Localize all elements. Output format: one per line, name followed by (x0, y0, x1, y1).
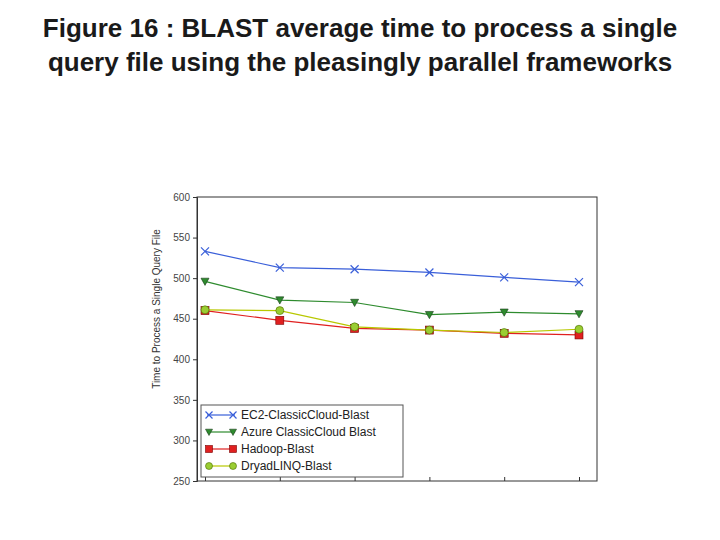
legend-label: EC2-ClassicCloud-Blast (241, 408, 370, 422)
legend-marker (206, 429, 213, 435)
data-point (201, 247, 209, 255)
legend-entry: DryadLINQ-Blast (206, 459, 333, 473)
y-tick: 400 (173, 354, 197, 365)
legend-marker (230, 429, 237, 435)
y-tick: 300 (173, 435, 197, 446)
x-tick (579, 477, 580, 481)
data-point (425, 311, 433, 318)
legend-label: Azure ClassicCloud Blast (241, 425, 376, 439)
y-axis-line (193, 198, 198, 482)
data-point (500, 309, 508, 316)
title: Figure 16 : BLAST average time to proces… (43, 13, 677, 77)
legend-entry: EC2-ClassicCloud-Blast (206, 408, 370, 422)
y-tick-mark (193, 359, 197, 360)
y-tick-mark (193, 481, 197, 482)
legend-marker (206, 446, 213, 453)
y-axis: 250 300 350 400 450 500 550 600 (173, 192, 197, 487)
y-tick-mark (193, 400, 197, 401)
x-tick (429, 477, 430, 481)
y-tick-label: 400 (173, 354, 190, 365)
legend-label: Hadoop-Blast (241, 442, 314, 456)
y-tick-mark (193, 278, 197, 279)
legend-marker (230, 412, 237, 419)
data-point (201, 278, 209, 285)
data-point (276, 316, 284, 324)
plot-marks (201, 247, 583, 339)
data-point (575, 325, 583, 333)
legend-label: DryadLINQ-Blast (241, 459, 332, 473)
data-point (276, 264, 284, 272)
x-tick-mark (205, 477, 206, 481)
y-tick-label: 600 (173, 192, 190, 203)
x-tick (280, 477, 281, 481)
legend-entry: Azure ClassicCloud Blast (206, 425, 377, 439)
plot-frame (197, 197, 597, 481)
data-point (201, 306, 209, 314)
x-tick-mark (504, 477, 505, 481)
title-line: Figure 16 : BLAST average time to proces… (43, 13, 677, 43)
x-tick (205, 477, 206, 481)
series-line (205, 281, 579, 314)
y-tick-label: 350 (173, 395, 190, 406)
data-point (351, 299, 359, 306)
y-tick-mark (193, 197, 197, 198)
data-point (276, 297, 284, 304)
title-line: query file using the pleasingly parallel… (48, 47, 672, 77)
data-point (575, 311, 583, 318)
legend-marker (206, 463, 213, 470)
y-axis-title: Time to Process a Single Query File (151, 229, 162, 389)
y-tick-mark (193, 319, 197, 320)
y-tick: 500 (173, 273, 197, 284)
data-point (351, 265, 359, 273)
data-point (500, 329, 508, 337)
y-tick-label: 450 (173, 313, 190, 324)
x-tick-mark (280, 477, 281, 481)
series-line (205, 311, 579, 335)
y-tick: 350 (173, 395, 197, 406)
x-tick-mark (355, 477, 356, 481)
legend-box (201, 405, 403, 477)
x-tick-mark (429, 477, 430, 481)
data-point (425, 326, 433, 334)
y-tick: 600 (173, 192, 197, 203)
legend-marker (230, 463, 237, 470)
y-tick: 450 (173, 313, 197, 324)
data-point (425, 326, 433, 334)
legend-marker (206, 412, 213, 419)
data-point (351, 323, 359, 331)
data-point (276, 307, 284, 315)
data-point (575, 278, 583, 286)
y-tick: 550 (173, 232, 197, 243)
legend-marker (230, 446, 237, 453)
data-point (201, 307, 209, 315)
data-point (500, 329, 508, 337)
legend-entry: Hadoop-Blast (206, 442, 315, 456)
x-tick (355, 477, 356, 481)
y-tick-label: 500 (173, 273, 190, 284)
series-line (205, 310, 579, 333)
data-point (500, 273, 508, 281)
x-tick-mark (579, 477, 580, 481)
y-tick: 250 (173, 476, 197, 487)
x-axis (206, 477, 580, 481)
x-tick (504, 477, 505, 481)
y-tick-label: 300 (173, 435, 190, 446)
y-tick-mark (193, 440, 197, 441)
series-line (205, 251, 579, 282)
y-tick-label: 550 (173, 232, 190, 243)
y-tick-label: 250 (173, 476, 190, 487)
data-point (425, 268, 433, 276)
y-tick-mark (193, 238, 197, 239)
legend: EC2-ClassicCloud-Blast Azure ClassicCloud… (201, 405, 403, 477)
legend-line (207, 414, 235, 415)
